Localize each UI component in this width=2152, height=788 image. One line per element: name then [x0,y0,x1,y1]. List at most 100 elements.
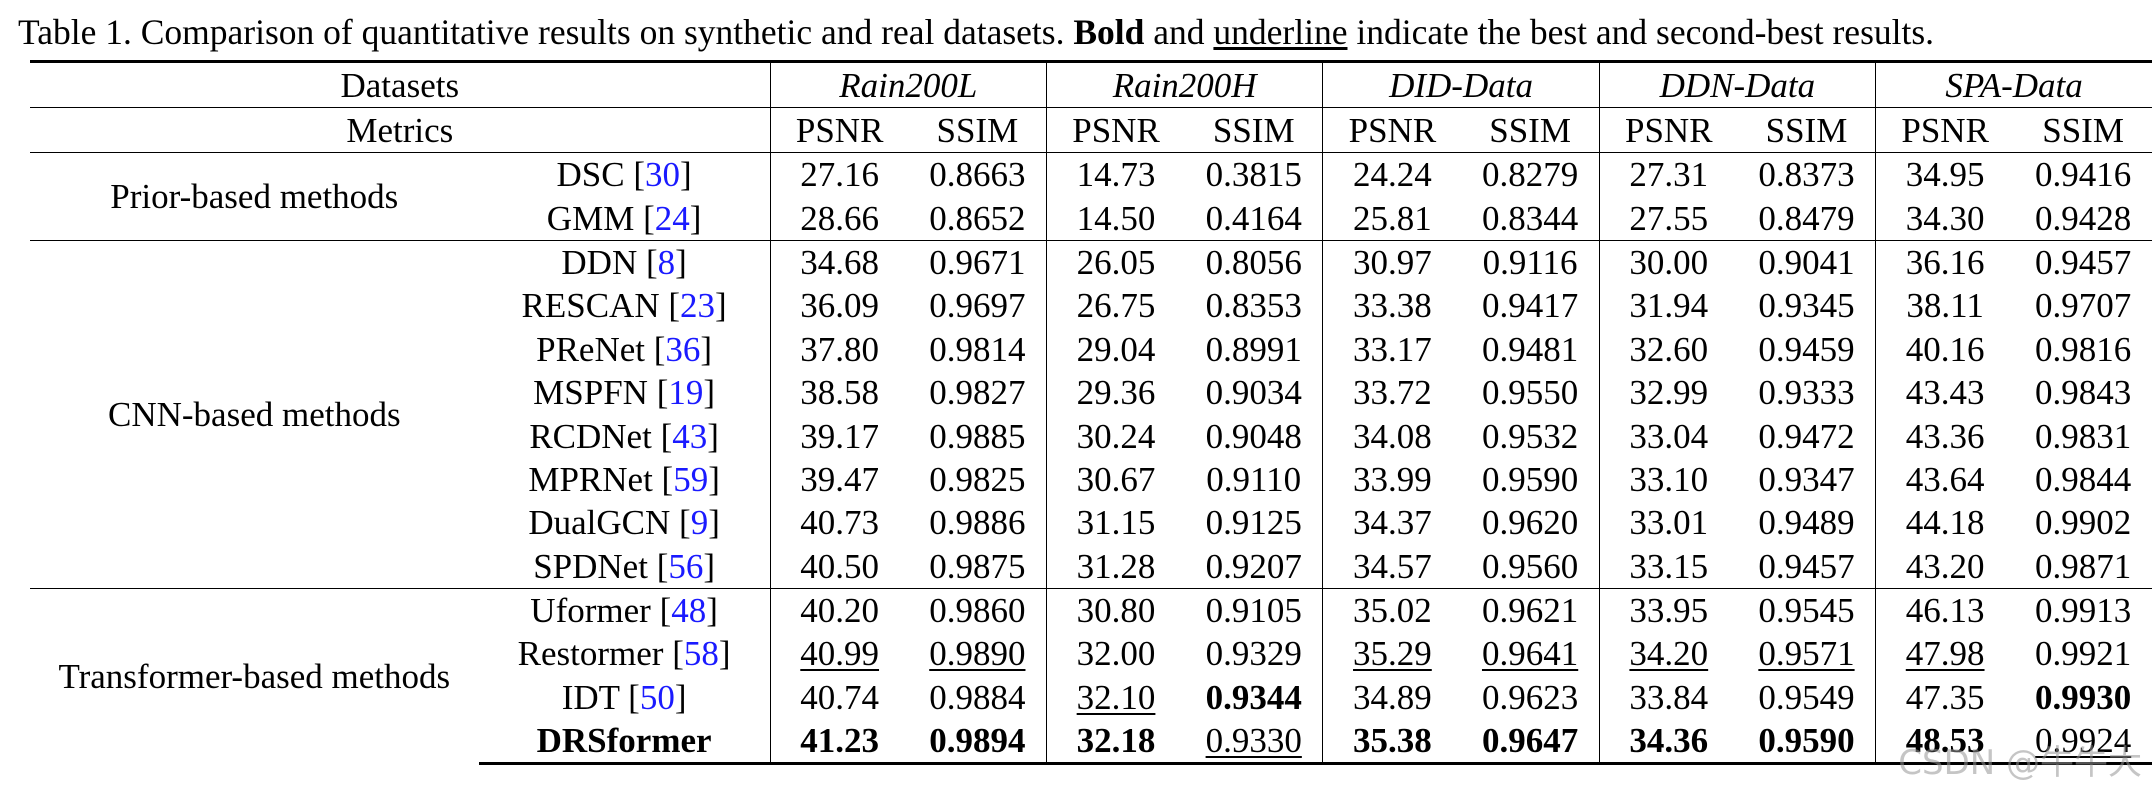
metric-value: 0.9560 [1481,546,1579,586]
ssim-cell: 0.9472 [1737,414,1877,458]
metric-value: 31.28 [1076,546,1156,586]
citation-link[interactable]: 23 [680,286,716,326]
citation-link[interactable]: 56 [668,546,704,586]
caption-prefix: Table 1. Comparison of quantitative resu… [18,12,1074,52]
psnr-cell: 48.53 [1875,719,2015,766]
metric-value: 14.50 [1076,198,1156,238]
psnr-cell: 43.20 [1876,545,2015,589]
metric-value: 40.73 [800,503,880,543]
psnr-cell: 34.57 [1323,545,1462,589]
ssim-cell: 0.9125 [1185,501,1324,545]
metric-value: 32.10 [1076,677,1156,717]
metric-value: 35.29 [1353,634,1432,674]
metric-value: 32.00 [1076,634,1156,674]
metric-value: 0.9827 [929,373,1026,413]
metric-value: 0.9886 [929,503,1026,543]
ssim-cell: 0.9871 [2014,545,2152,589]
ssim-cell: 0.9671 [908,239,1047,285]
ssim-cell: 0.9590 [1737,719,1877,766]
citation-link[interactable]: 58 [683,634,719,674]
metric-value: 0.9125 [1205,503,1302,543]
psnr-cell: 30.67 [1046,458,1185,501]
caption-underline-word: underline [1213,12,1348,52]
metric-value: 31.94 [1629,286,1709,326]
citation-link[interactable]: 59 [673,459,709,499]
metric-value: 47.35 [1905,677,1985,717]
ssim-cell: 0.9207 [1185,544,1324,589]
ssim-cell: 0.9623 [1461,675,1600,720]
metric-value: 34.68 [800,242,880,282]
method-name-cell: SPDNet [56] [478,544,771,589]
metric-value: 0.9707 [2034,286,2132,326]
citation-link[interactable]: 50 [639,677,675,717]
ssim-cell: 0.9921 [2014,632,2152,675]
metric-value: 31.15 [1076,503,1156,543]
metric-value: 0.4164 [1205,198,1302,238]
table-row: PReNet [36] 37.80 0.9814 29.04 0.8991 33.17 0.… [30,327,2152,371]
psnr-cell: 38.11 [1876,284,2015,327]
method-name-cell: RESCAN [23] [478,284,771,328]
method-name: MPRNet [528,459,653,499]
psnr-cell: 40.74 [770,676,909,719]
metric-value: 29.04 [1076,329,1156,369]
metric-value: 44.18 [1905,503,1985,543]
ssim-cell: 0.9831 [2014,414,2152,457]
ssim-cell: 0.9545 [1737,587,1877,633]
ssim-cell: 0.9885 [908,414,1047,458]
psnr-cell: 36.16 [1875,239,2015,285]
ssim-cell: 0.9048 [1185,414,1324,458]
metric-value: 34.89 [1353,677,1432,717]
ssim-cell: 0.9034 [1185,370,1324,415]
metric-header: PSNR [1875,107,2015,153]
metric-value: 30.67 [1076,459,1156,499]
ssim-cell: 0.9416 [2014,152,2152,197]
citation-link[interactable]: 9 [690,503,709,543]
psnr-cell: 33.01 [1599,501,1738,544]
metric-value: 27.31 [1629,155,1709,195]
method-name: GMM [546,198,635,238]
table-row: DualGCN [9] 40.73 0.9886 31.15 0.9125 34.37 0.… [30,501,2152,545]
citation-link[interactable]: 8 [657,242,676,282]
metric-value: 0.9831 [2034,416,2132,456]
citation-link[interactable]: 30 [645,155,681,195]
psnr-cell: 31.28 [1046,545,1185,589]
metric-value: 0.9913 [2034,591,2132,631]
metric-value: 0.9428 [2034,198,2132,238]
metric-value: 0.9472 [1758,416,1855,456]
ssim-cell: 0.9333 [1737,370,1877,415]
metric-value: 0.9814 [929,329,1026,369]
metric-value: 0.9041 [1758,242,1855,282]
psnr-cell: 43.43 [1876,371,2015,414]
metric-header: PSNR [1322,107,1462,153]
metric-header: SSIM [1185,107,1324,153]
psnr-cell: 41.23 [770,719,909,766]
metric-value: 38.11 [1906,286,1984,326]
ssim-cell: 0.8479 [1737,196,1877,241]
metric-value: 41.23 [800,721,880,761]
metric-value: 0.9347 [1758,459,1855,499]
ssim-cell: 0.9549 [1737,675,1877,720]
metric-value: 24.24 [1353,155,1432,195]
metric-value: 35.02 [1353,591,1432,631]
ssim-cell: 0.9417 [1461,284,1600,328]
citation-link[interactable]: 36 [665,329,701,369]
method-name-cell: GMM [24] [478,196,771,241]
metric-value: 37.80 [800,329,880,369]
psnr-cell: 31.15 [1046,501,1185,544]
citation-link[interactable]: 43 [672,416,708,456]
psnr-cell: 35.38 [1322,719,1462,766]
ssim-cell: 0.8344 [1461,196,1600,241]
citation-link[interactable]: 24 [654,198,690,238]
psnr-cell: 35.02 [1322,587,1462,633]
table-caption: Table 1. Comparison of quantitative resu… [18,4,2152,60]
ssim-cell: 0.9116 [1461,239,1600,285]
psnr-cell: 34.95 [1875,152,2015,197]
metric-value: 0.9871 [2034,546,2132,586]
metric-value: 0.9048 [1205,416,1302,456]
psnr-cell: 25.81 [1323,196,1462,240]
ssim-cell: 0.3815 [1185,152,1324,197]
citation-link[interactable]: 19 [668,373,704,413]
citation-link[interactable]: 48 [671,591,707,631]
table-row: RESCAN [23] 36.09 0.9697 26.75 0.8353 33.38 0.… [30,284,2152,328]
metric-value: 30.24 [1076,416,1156,456]
